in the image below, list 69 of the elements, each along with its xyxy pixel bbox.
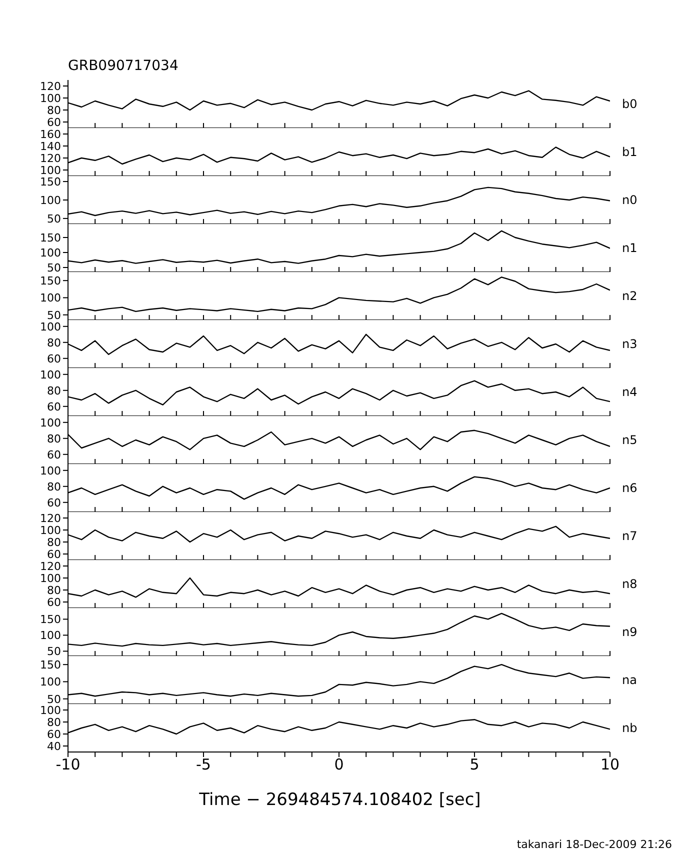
series-label: n8 [622, 577, 638, 591]
y-tick-label: 60 [47, 548, 61, 561]
y-tick-label: 150 [40, 613, 61, 626]
series-label: b1 [622, 145, 638, 159]
y-tick-label: 80 [47, 480, 61, 494]
y-tick-label: 100 [40, 246, 61, 260]
y-tick-label: 80 [47, 584, 61, 597]
series-label: n7 [622, 529, 638, 543]
y-tick-label: 150 [40, 658, 61, 672]
y-tick-label: 140 [40, 140, 61, 153]
y-tick-label: 120 [40, 80, 61, 93]
x-tick-label: 5 [470, 756, 480, 774]
y-tick-label: 60 [47, 352, 61, 366]
x-tick-label: -5 [196, 756, 211, 774]
y-tick-label: 50 [47, 308, 61, 322]
series-label: n0 [622, 193, 638, 207]
y-tick-label: 60 [47, 496, 61, 510]
x-tick-label: 10 [600, 756, 620, 774]
series-label: n5 [622, 433, 638, 447]
series-label: n1 [622, 241, 638, 255]
text: takanari 18-Dec-2009 21:26 [516, 838, 672, 850]
x-tick-label: -10 [56, 756, 80, 774]
series-label: n3 [622, 337, 638, 351]
series-label: b0 [622, 97, 638, 111]
y-tick-label: 50 [47, 212, 61, 226]
y-tick-label: 150 [40, 175, 61, 188]
y-tick-label: 100 [40, 629, 61, 642]
y-tick-label: 60 [47, 116, 61, 129]
y-tick-label: 60 [47, 448, 61, 462]
y-tick-label: 100 [40, 92, 61, 105]
y-tick-label: 60 [47, 728, 61, 741]
y-tick-label: 100 [40, 464, 61, 478]
series-label: n2 [622, 289, 638, 303]
y-tick-label: 50 [47, 645, 61, 658]
y-tick-label: 160 [40, 128, 61, 141]
y-tick-label: 80 [47, 336, 61, 350]
y-tick-label: 80 [47, 104, 61, 117]
y-tick-label: 100 [40, 368, 61, 382]
y-tick-label: 100 [40, 292, 61, 305]
series-label: n9 [622, 625, 638, 639]
y-tick-label: 60 [47, 596, 61, 609]
y-tick-label: 40 [47, 740, 61, 753]
y-tick-label: 120 [40, 152, 61, 165]
y-tick-label: 150 [40, 231, 61, 244]
y-tick-label: 120 [40, 512, 61, 525]
y-tick-label: 100 [40, 524, 61, 537]
series-label: nb [622, 721, 638, 735]
y-tick-label: 100 [40, 676, 61, 689]
series-label: n4 [622, 385, 638, 399]
y-tick-label: 80 [47, 432, 61, 446]
y-tick-label: 50 [47, 261, 61, 274]
y-tick-label: 100 [40, 194, 61, 207]
y-tick-label: 60 [47, 400, 61, 414]
y-tick-label: 100 [40, 572, 61, 585]
x-tick-label: 0 [334, 756, 344, 774]
y-tick-label: 120 [40, 560, 61, 573]
y-tick-label: 50 [47, 692, 61, 706]
y-tick-label: 100 [40, 164, 61, 177]
y-tick-label: 150 [40, 274, 61, 288]
x-axis-title: Time − 269484574.108402 [sec] [198, 790, 482, 810]
y-tick-label: 80 [47, 716, 61, 729]
y-tick-label: 100 [40, 416, 61, 430]
y-tick-label: 80 [47, 384, 61, 398]
y-tick-label: 100 [40, 320, 61, 334]
series-label: n6 [622, 481, 638, 495]
chart-title: GRB090717034 [68, 58, 180, 76]
y-tick-label: 100 [40, 704, 61, 717]
y-tick-label: 80 [47, 536, 61, 549]
series-label: na [622, 673, 637, 687]
